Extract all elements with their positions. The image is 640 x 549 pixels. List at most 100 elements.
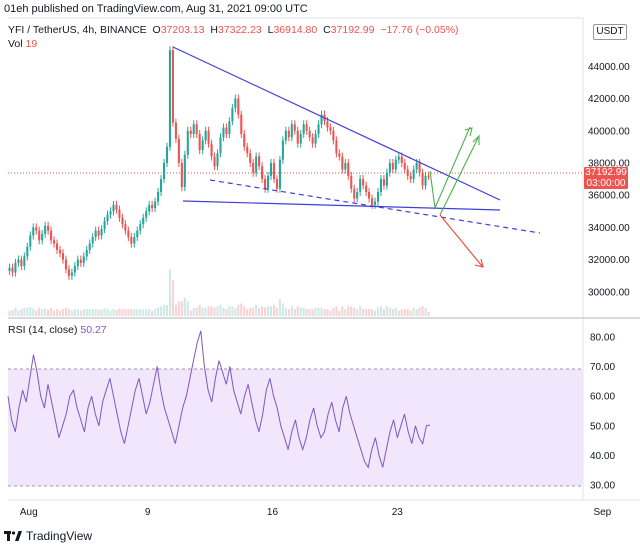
- volume-bar: [8, 310, 11, 316]
- candle-body: [371, 198, 374, 205]
- candle-body: [376, 191, 380, 202]
- volume-bar: [94, 309, 97, 316]
- rsi-legend: RSI (14, close) 50.27: [8, 324, 107, 336]
- candle-body: [329, 127, 332, 131]
- bar-countdown: 03:00:00: [586, 178, 626, 189]
- candle-body: [394, 159, 397, 170]
- candle-body: [133, 237, 136, 244]
- volume-bar: [38, 307, 41, 316]
- volume-bar: [73, 309, 76, 316]
- volume-bar: [415, 309, 418, 316]
- symbol-name[interactable]: YFI / TetherUS, 4h, BINANCE: [8, 24, 147, 36]
- candle-body: [281, 140, 284, 160]
- bearish-projection[interactable]: [439, 214, 483, 267]
- change-value: −17.76 (−0.05%): [380, 24, 459, 36]
- volume-bar: [249, 307, 252, 316]
- volume-bar: [382, 309, 385, 316]
- volume-bar: [281, 303, 284, 316]
- volume-bar: [299, 307, 302, 316]
- volume-bar: [100, 309, 103, 316]
- volume-bar: [222, 307, 225, 316]
- candle-body: [73, 266, 76, 273]
- volume-bar: [296, 306, 299, 316]
- candle-body: [189, 130, 192, 134]
- rsi-label[interactable]: RSI (14, close): [8, 324, 78, 336]
- volume-bar: [210, 306, 213, 316]
- candle-body: [317, 124, 320, 134]
- candle-body: [412, 169, 415, 180]
- candle-body: [424, 175, 427, 186]
- volume-bar: [317, 307, 320, 316]
- tradingview-brand[interactable]: TradingView: [4, 528, 92, 544]
- candle-body: [255, 156, 258, 173]
- dashed-channel-line[interactable]: [209, 179, 541, 234]
- candle-body: [183, 154, 186, 188]
- volume-bar: [264, 307, 267, 316]
- volume-bar: [231, 306, 234, 316]
- high-label: H: [210, 24, 218, 36]
- candle-body: [139, 224, 142, 231]
- bullish-arrowhead-a: [464, 127, 473, 137]
- volume-bar: [204, 307, 207, 316]
- volume-bar: [269, 306, 273, 316]
- candle-body: [70, 272, 73, 276]
- high-value: 37322.23: [217, 24, 262, 36]
- candle-body: [382, 179, 385, 186]
- volume-bar: [290, 306, 293, 316]
- rsi-band: [8, 369, 583, 486]
- candle-body: [252, 162, 255, 173]
- volume-bar: [293, 309, 296, 316]
- candle-body: [213, 156, 216, 167]
- volume-bar: [139, 309, 142, 316]
- rsi-tick-label: 30.00: [590, 481, 615, 492]
- candle-body: [26, 246, 29, 257]
- last-price-badge: 37192.99 03:00:00: [584, 167, 628, 189]
- bullish-projection-b[interactable]: [439, 137, 479, 216]
- volume-bar: [275, 307, 278, 316]
- volume-bar: [183, 297, 186, 316]
- support-trendline[interactable]: [182, 200, 501, 211]
- candle-body: [400, 156, 403, 163]
- candle-body: [284, 130, 287, 141]
- volume-bar: [311, 309, 314, 316]
- volume-bar: [421, 306, 424, 316]
- candle-body: [290, 124, 293, 138]
- candle-body: [55, 243, 59, 250]
- volume-bar: [162, 304, 166, 316]
- candle-body: [266, 175, 270, 189]
- volume-bar: [335, 306, 338, 316]
- open-value: 37203.13: [160, 24, 205, 36]
- rsi-line: [7, 330, 431, 469]
- volume-bar: [180, 301, 183, 316]
- candle-body: [243, 133, 246, 147]
- volume-bar: [365, 309, 368, 316]
- volume-bar: [85, 309, 88, 316]
- candle-body: [88, 243, 91, 250]
- volume-bar: [353, 307, 356, 316]
- candle-body: [94, 230, 97, 238]
- volume-bar: [32, 308, 35, 316]
- volume-bar: [341, 306, 344, 316]
- candle-body: [341, 156, 344, 170]
- volume-bar: [326, 309, 329, 316]
- candle-body: [180, 162, 183, 188]
- candle-body: [165, 146, 169, 163]
- volume-bar: [186, 301, 189, 316]
- volume-bar: [88, 309, 91, 316]
- candle-body: [50, 230, 53, 241]
- candle-body: [79, 259, 82, 263]
- candle-body: [427, 175, 430, 177]
- currency-button[interactable]: USDT: [593, 24, 627, 40]
- symbol-legend: YFI / TetherUS, 4h, BINANCE O37203.13 H3…: [8, 24, 459, 36]
- price-tick-label: 40000.00: [588, 126, 630, 137]
- volume-bar: [332, 307, 335, 316]
- candle-body: [302, 124, 305, 134]
- volume-bar: [219, 304, 222, 316]
- candle-body: [332, 130, 335, 141]
- candle-body: [97, 230, 100, 236]
- candle-body: [115, 204, 118, 210]
- bullish-projection-a[interactable]: [429, 126, 471, 211]
- candle-body: [204, 130, 207, 141]
- resistance-trendline[interactable]: [172, 46, 501, 201]
